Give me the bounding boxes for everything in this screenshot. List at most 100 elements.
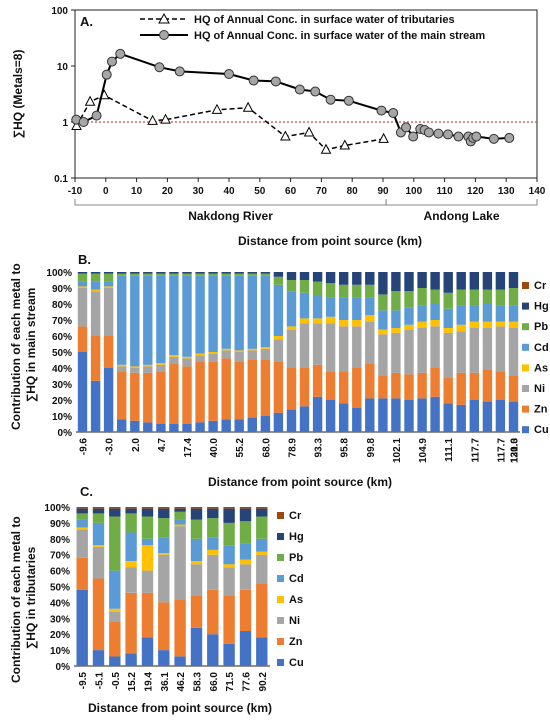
bar-segment-pb [174, 511, 186, 520]
bar-segment-cd [273, 284, 284, 336]
bar-segment-ni [469, 328, 479, 373]
bar-segment-cu [195, 422, 205, 432]
bar-segment-cd [76, 519, 88, 528]
main-stream-point [294, 84, 305, 95]
x-tick-label: 93.3 [314, 438, 325, 458]
bar-segment-hg [299, 272, 310, 280]
bar-segment-cr [223, 507, 235, 509]
bar-segment-hg [156, 272, 166, 274]
panel-a-regions: Nakdong River Andong Lake [74, 199, 538, 223]
main-stream-point [115, 48, 126, 59]
main-stream-point [325, 94, 336, 105]
bar-segment-as [109, 608, 121, 612]
bar-segment-hg [508, 272, 519, 288]
bar-segment-cu [430, 396, 440, 432]
bar-segment-as [508, 321, 519, 328]
legend-main-stream-marker [159, 30, 169, 40]
bar-segment-ni [256, 554, 268, 584]
bar-segment-zn [182, 366, 192, 424]
bar-segment-as [182, 356, 192, 359]
bar-segment-ni [90, 291, 101, 336]
bar-segment-cr [239, 507, 252, 509]
panel-b-y-axis-label: Contribution of each metal to ∑HQ in mai… [9, 260, 38, 430]
bar-segment-zn [169, 363, 179, 424]
bar-segment-cu [352, 408, 362, 432]
panel-a-x-tick-label: 60 [285, 186, 297, 197]
bar-segment-zn [103, 336, 114, 368]
main-stream-point [343, 95, 354, 106]
panel-a-y-ticks: 0.1 1 10 100 [51, 6, 75, 185]
bar-segment-pb [190, 519, 203, 539]
bar-segment-cd [221, 275, 231, 349]
bar-segment-zn [76, 557, 88, 590]
bar-segment-hg [109, 508, 121, 517]
legend-swatch-cr [277, 512, 284, 519]
bar-segment-zn [130, 372, 140, 421]
bar-segment-cu [378, 398, 388, 432]
bar-segment-as [378, 329, 388, 335]
panel-b-label: B. [78, 252, 91, 267]
bar-segment-as [77, 286, 88, 288]
bar-segment-zn [286, 368, 297, 410]
bar-segment-cr [141, 507, 154, 509]
bar-segment-zn [125, 592, 137, 654]
bar-segment-ni [156, 364, 166, 372]
legend-swatch-cd [277, 575, 284, 582]
bar-segment-pb [239, 521, 252, 544]
legend-tributaries-label: HQ of Annual Conc. in surface water of t… [194, 14, 455, 26]
bar-segment-cd [223, 545, 235, 565]
legend-swatch-cu [277, 659, 284, 666]
bar-segment-zn [443, 377, 453, 404]
bar-segment-cd [182, 275, 192, 357]
bar-segment-pb [352, 284, 362, 298]
bar-segment-cu [417, 398, 427, 432]
bar-segment-ni [456, 331, 466, 373]
bar-segment-hg [125, 508, 137, 514]
bar-segment-cd [92, 522, 105, 546]
bar-segment-hg [378, 272, 388, 295]
bar-segment-as [141, 545, 154, 571]
bar-segment-cr [174, 507, 186, 509]
bar-segment-pb [417, 288, 427, 306]
bar-segment-ni [190, 564, 203, 596]
main-stream-point [471, 131, 482, 142]
bar-segment-cu [141, 637, 154, 666]
main-stream-point [442, 129, 453, 140]
y-tick-label: 10% [50, 646, 70, 657]
bar-segment-zn [430, 368, 440, 397]
bar-segment-pb [117, 273, 127, 276]
bar-segment-hg [365, 272, 375, 285]
main-stream-point [408, 131, 419, 142]
bar-segment-as [207, 549, 219, 555]
bar-segment-hg [456, 272, 466, 290]
x-tick-label: 2.0 [131, 438, 142, 452]
bar-segment-cd [190, 538, 203, 562]
y-tick-label: 80% [52, 300, 72, 311]
bar-segment-ni [195, 355, 205, 362]
bar-segment-hg [286, 272, 297, 280]
bar-segment-hg [273, 272, 284, 277]
bar-segment-hg [260, 272, 271, 274]
bar-segment-pb [169, 273, 179, 276]
bar-segment-cu [125, 653, 137, 666]
bar-segment-hg [117, 272, 127, 274]
bar-segment-pb [260, 273, 271, 276]
panel-a-y-axis-label: ∑HQ (Metals=8) [11, 50, 25, 139]
legend-swatch-as [522, 364, 529, 372]
bar-segment-cu [143, 422, 153, 432]
bar-segment-zn [207, 589, 219, 635]
bar-segment-zn [247, 360, 257, 418]
bar-segment-cu [234, 419, 244, 432]
bar-segment-pb [103, 273, 114, 282]
main-stream-point [78, 117, 89, 127]
bar-segment-pb [469, 289, 479, 306]
bar-segment-zn [77, 326, 88, 352]
legend-swatch-cd [522, 343, 529, 351]
bar-segment-cr [125, 507, 137, 509]
legend-label-hg: Hg [534, 301, 549, 313]
bar-segment-ni [103, 288, 114, 336]
bar-segment-cu [299, 406, 310, 432]
legend-swatch-zn [277, 638, 284, 645]
bar-segment-pb [77, 273, 88, 282]
